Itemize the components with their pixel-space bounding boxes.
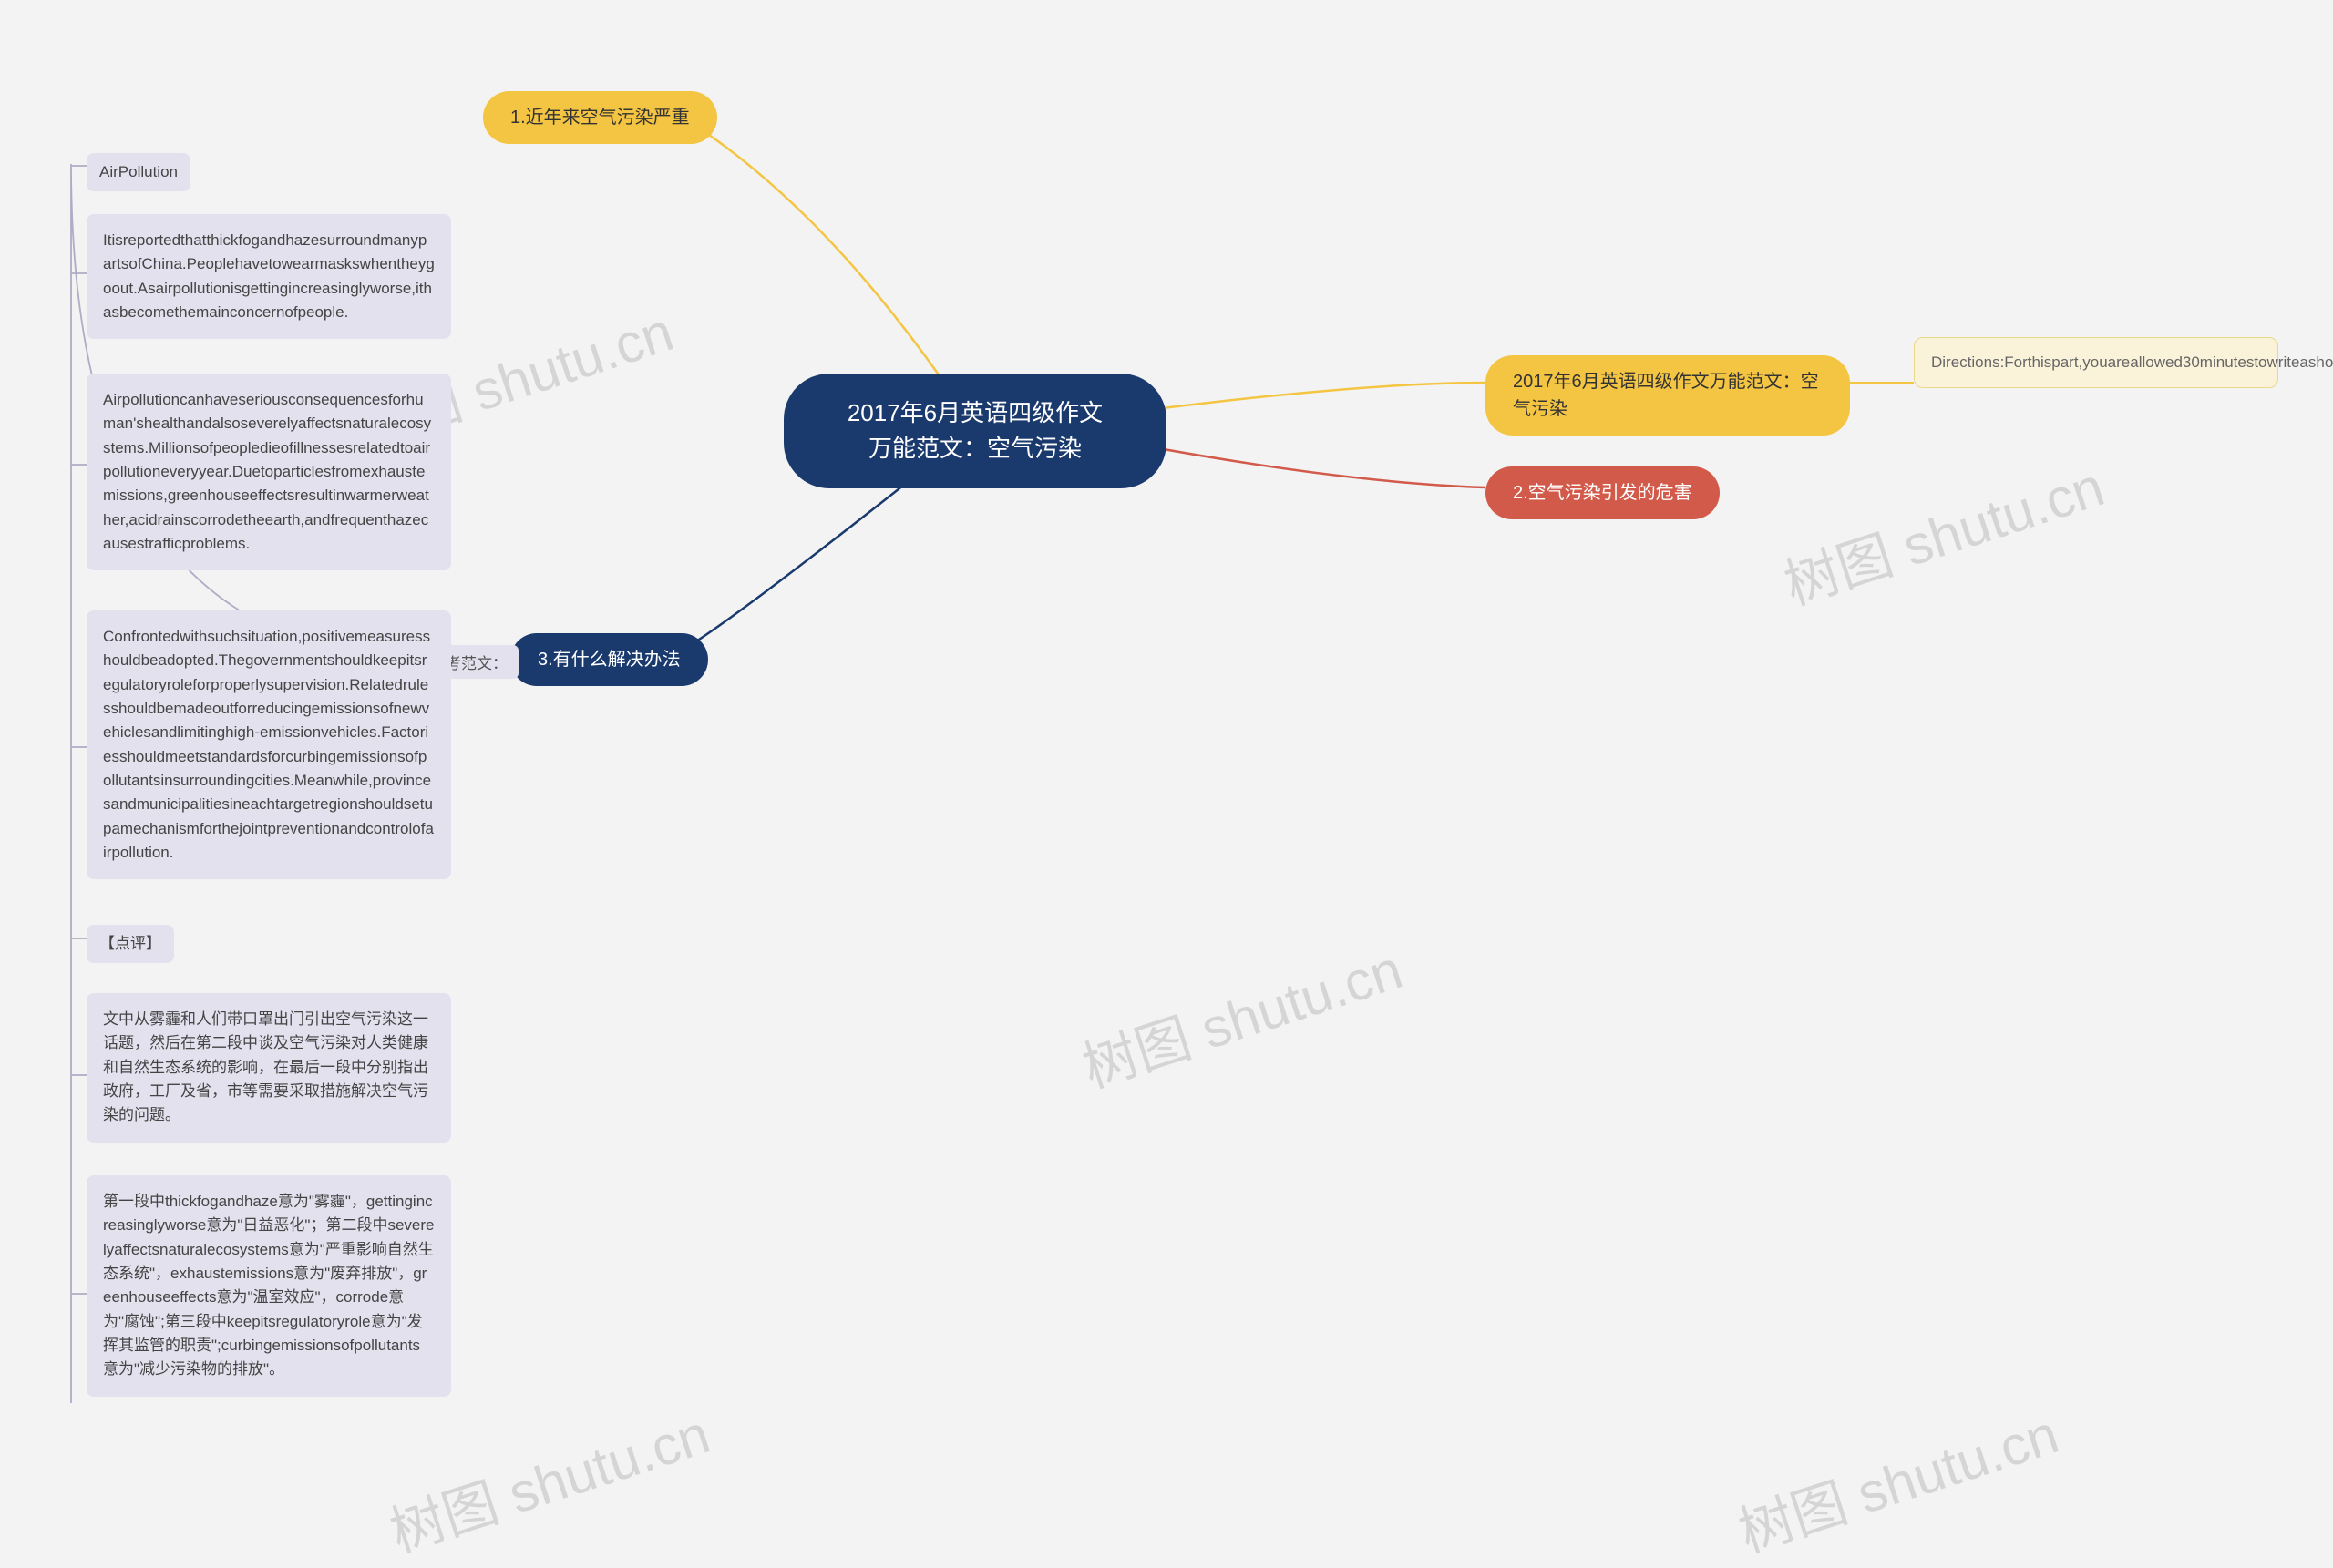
- branch-2-detail-node[interactable]: Directions:Forthispart,youareallowed30mi…: [1914, 337, 2278, 388]
- branch-4-label: 3.有什么解决办法: [538, 650, 681, 670]
- watermark: 树图 shutu.cn: [378, 1390, 718, 1568]
- branch-2-title-node[interactable]: 2017年6月英语四级作文万能范文：空气污染: [1485, 355, 1850, 436]
- center-node[interactable]: 2017年6月英语四级作文 万能范文：空气污染: [784, 374, 1166, 488]
- leftcol-review-label[interactable]: 【点评】: [87, 925, 174, 963]
- watermark: 树图 shutu.cn: [1773, 443, 2112, 620]
- branch-2-title-label: 2017年6月英语四级作文万能范文：空气污染: [1513, 372, 1819, 419]
- watermark: 树图 shutu.cn: [1727, 1390, 2067, 1568]
- watermark: 树图 shutu.cn: [1071, 926, 1411, 1103]
- center-text: 2017年6月英语四级作文 万能范文：空气污染: [848, 399, 1103, 462]
- branch-1-node[interactable]: 1.近年来空气污染严重: [483, 91, 717, 144]
- leftcol-para1[interactable]: Itisreportedthatthickfogandhazesurroundm…: [87, 214, 451, 339]
- leftcol-review2[interactable]: 第一段中thickfogandhaze意为"雾霾"，gettingincreas…: [87, 1175, 451, 1397]
- leftcol-para2[interactable]: Airpollutioncanhaveseriousconsequencesfo…: [87, 374, 451, 570]
- branch-3-node[interactable]: 2.空气污染引发的危害: [1485, 466, 1720, 519]
- branch-1-label: 1.近年来空气污染严重: [510, 108, 690, 128]
- leftcol-review1[interactable]: 文中从雾霾和人们带口罩出门引出空气污染这一话题，然后在第二段中谈及空气污染对人类…: [87, 993, 451, 1143]
- leftcol-heading[interactable]: AirPollution: [87, 153, 190, 191]
- leftcol-para3[interactable]: Confrontedwithsuchsituation,positivemeas…: [87, 610, 451, 879]
- branch-3-label: 2.空气污染引发的危害: [1513, 483, 1692, 503]
- branch-4-node[interactable]: 3.有什么解决办法: [510, 633, 708, 686]
- branch-2-detail-text: Directions:Forthispart,youareallowed30mi…: [1931, 354, 2333, 371]
